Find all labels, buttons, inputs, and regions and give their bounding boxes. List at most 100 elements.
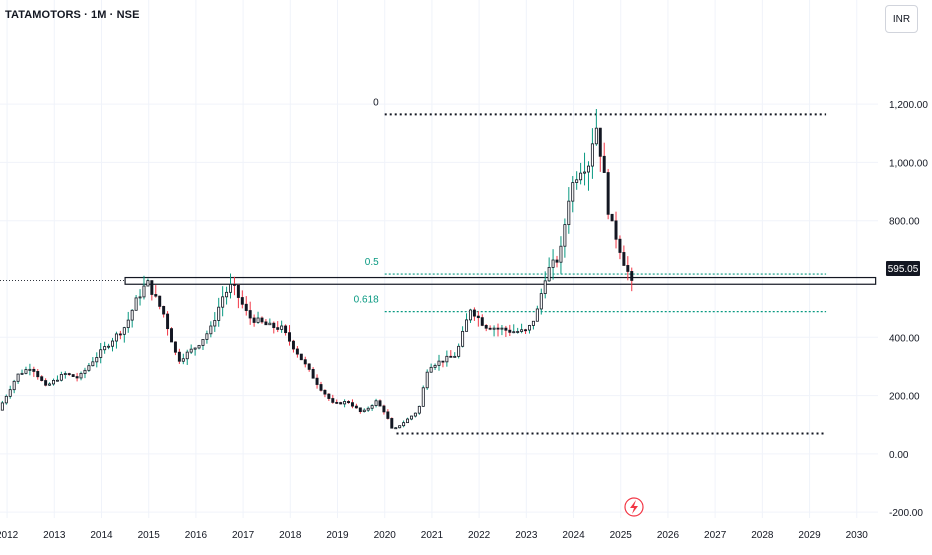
y-tick-label: -200.00 — [889, 508, 923, 519]
candle — [413, 412, 417, 418]
x-tick-label: 2019 — [326, 530, 349, 541]
candle-body — [614, 220, 618, 240]
candle-body — [520, 329, 524, 332]
candle — [315, 374, 319, 389]
candle-body — [103, 346, 107, 351]
currency-button[interactable]: INR — [885, 5, 918, 33]
candle-body — [52, 379, 55, 385]
candle — [122, 326, 126, 343]
candle-body — [244, 303, 248, 311]
price-axis[interactable]: 1,200.00 1,000.00 800.00 400.00 200.00 0.00 -2… — [889, 100, 928, 519]
candle-body — [354, 405, 358, 409]
y-tick-label: 400.00 — [889, 333, 920, 344]
candle — [244, 296, 248, 316]
candle — [0, 400, 4, 411]
candle — [567, 187, 571, 234]
candle-body — [213, 320, 217, 327]
fibonacci-retracement[interactable]: 0 0.5 0.618 — [354, 97, 827, 435]
candle-body — [413, 412, 417, 417]
candle — [311, 367, 315, 379]
candle — [547, 257, 551, 282]
candle-body — [586, 165, 590, 173]
candle — [520, 323, 524, 334]
x-tick-label: 2024 — [562, 530, 585, 541]
candle-body — [75, 376, 79, 379]
candle — [232, 276, 236, 296]
candle-body — [59, 374, 63, 381]
candle — [504, 325, 508, 337]
candle-body — [457, 345, 461, 357]
candle-body — [67, 373, 71, 375]
candle-body — [280, 325, 284, 330]
candle-body — [594, 127, 598, 145]
candle — [386, 409, 390, 420]
candle — [4, 394, 8, 405]
candle — [398, 425, 402, 429]
last-price-badge — [886, 261, 920, 276]
candle-body — [20, 372, 24, 375]
candle — [331, 394, 335, 404]
candle-body — [366, 407, 370, 411]
candle — [146, 278, 150, 287]
candle-body — [154, 294, 158, 297]
candle-body — [496, 327, 500, 330]
candle — [229, 273, 232, 299]
candle — [189, 344, 193, 355]
x-tick-label: 2017 — [232, 530, 255, 541]
candle — [563, 218, 567, 258]
candle-body — [248, 310, 252, 319]
candle — [527, 324, 531, 334]
candle — [500, 324, 504, 336]
time-axis[interactable]: 2012 2013 2014 2015 2016 2017 2018 2019 2020 2021… — [0, 530, 868, 541]
candle — [303, 356, 307, 368]
candle — [103, 341, 107, 354]
candle — [429, 363, 433, 373]
candle — [437, 354, 441, 371]
candle-body — [598, 127, 602, 157]
y-tick-label: 200.00 — [889, 392, 920, 403]
candle — [75, 372, 79, 382]
lightning-bolt-icon[interactable] — [624, 497, 644, 517]
candle-body — [433, 364, 437, 368]
candle — [142, 275, 146, 300]
candle — [158, 295, 162, 310]
candle — [461, 326, 465, 348]
candle-body — [575, 179, 579, 183]
support-zone[interactable] — [0, 276, 877, 285]
candle — [170, 327, 173, 343]
candle-body — [142, 285, 146, 298]
candle — [579, 162, 583, 185]
candle — [409, 415, 413, 421]
candle-body — [626, 265, 630, 272]
candle — [260, 316, 264, 324]
x-tick-label: 2027 — [704, 530, 727, 541]
candle-body — [295, 348, 299, 355]
x-tick-label: 2013 — [43, 530, 66, 541]
candle — [173, 341, 177, 356]
last-price-label: 595.05 — [888, 264, 919, 275]
candle-body — [158, 295, 162, 307]
candle-body — [409, 415, 413, 420]
candle — [138, 289, 142, 306]
candle — [55, 375, 59, 382]
candle-body — [217, 306, 221, 321]
candle — [288, 325, 292, 346]
candle — [390, 417, 394, 429]
candle — [307, 363, 311, 372]
candle-body — [425, 371, 429, 389]
candle-body — [488, 327, 492, 330]
candle-body — [55, 379, 59, 382]
candle — [354, 403, 358, 409]
candle-body — [170, 328, 173, 343]
fib-level-label: 0 — [373, 97, 379, 108]
candle-body — [500, 327, 504, 330]
candle — [496, 323, 500, 337]
candle-body — [602, 155, 606, 173]
y-tick-label: 0.00 — [889, 450, 909, 461]
candle — [524, 328, 528, 334]
candle-body — [40, 376, 44, 381]
candle-body — [335, 401, 339, 404]
candle-body — [390, 418, 394, 429]
